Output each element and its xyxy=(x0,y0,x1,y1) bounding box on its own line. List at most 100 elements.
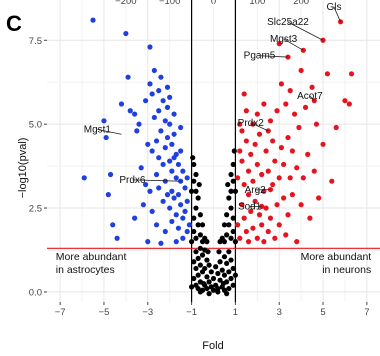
astrocytes-point xyxy=(171,111,177,117)
ns-point xyxy=(195,222,201,228)
astrocytes-point xyxy=(103,134,109,141)
astrocytes-point xyxy=(145,239,151,245)
neurons-point xyxy=(250,225,256,231)
region-label: More abundant xyxy=(56,251,127,263)
neurons-point xyxy=(329,178,335,184)
label-leader xyxy=(333,6,341,22)
neurons-point xyxy=(263,205,269,211)
panel-letter: C xyxy=(6,11,22,36)
neurons-point xyxy=(241,181,247,188)
ns-point xyxy=(224,291,230,297)
neurons-point xyxy=(281,195,287,201)
ns-point xyxy=(230,265,236,272)
point-label: Mgst3 xyxy=(270,34,298,45)
ns-point xyxy=(230,228,236,235)
astrocytes-point xyxy=(153,138,160,144)
astrocytes-point xyxy=(145,141,151,147)
label-leader xyxy=(259,55,289,58)
astrocytes-point xyxy=(169,141,175,147)
y-tick-label: 0.0 xyxy=(29,287,42,298)
ns-point xyxy=(217,277,223,283)
neurons-point xyxy=(254,161,260,168)
y-tick-label: 5.0 xyxy=(29,120,42,131)
neurons-point xyxy=(307,215,313,221)
astrocytes-point xyxy=(147,44,153,50)
astrocytes-point xyxy=(167,158,173,164)
neurons-point xyxy=(289,192,295,198)
neurons-point xyxy=(250,178,256,184)
neurons-point xyxy=(289,148,295,154)
ns-point xyxy=(202,265,208,272)
astrocytes-point xyxy=(136,121,142,127)
ns-point xyxy=(204,274,210,280)
astrocytes-point xyxy=(158,240,164,246)
neurons-point xyxy=(234,222,241,228)
ns-point xyxy=(226,269,232,275)
neurons-point xyxy=(241,91,247,97)
ns-point xyxy=(206,291,212,297)
neurons-point xyxy=(265,168,271,174)
point-label: Slc25a22 xyxy=(267,17,309,28)
neurons-point xyxy=(278,81,285,87)
point-label: Arg2 xyxy=(245,185,267,196)
astrocytes-point xyxy=(114,235,120,241)
neurons-point xyxy=(309,84,315,90)
neurons-point xyxy=(259,222,265,228)
ns-point xyxy=(188,239,195,245)
ns-point xyxy=(197,262,203,268)
region-label: in astrocytes xyxy=(56,264,115,276)
x-tick-label: 7 xyxy=(364,307,369,318)
ns-point xyxy=(228,205,234,211)
neurons-point xyxy=(287,175,293,181)
neurons-point xyxy=(278,145,285,151)
neurons-point xyxy=(311,168,317,174)
label-leader xyxy=(132,179,181,182)
astrocytes-point xyxy=(149,91,155,97)
label-leader xyxy=(283,38,304,51)
neurons-point xyxy=(305,151,311,157)
neurons-point xyxy=(254,235,260,241)
ns-point xyxy=(188,284,195,290)
neurons-point xyxy=(265,228,271,235)
neurons-point xyxy=(248,151,254,157)
ns-point xyxy=(230,215,236,221)
astrocytes-point xyxy=(182,208,188,214)
neurons-point xyxy=(239,202,245,208)
astrocytes-point xyxy=(153,222,160,228)
astrocytes-point xyxy=(162,145,168,151)
neurons-point xyxy=(283,232,289,238)
ns-point xyxy=(224,232,230,238)
ns-point xyxy=(191,178,197,184)
neurons-point xyxy=(298,202,304,208)
astrocytes-point xyxy=(173,239,179,245)
astrocytes-point xyxy=(105,192,111,198)
x-tick-label: 1 xyxy=(233,307,238,318)
astrocytes-point xyxy=(101,118,107,124)
point-label: Prdx2 xyxy=(238,118,265,129)
neurons-point xyxy=(302,104,309,110)
ns-point xyxy=(228,257,234,263)
ns-point xyxy=(193,265,199,272)
ns-point xyxy=(232,188,239,194)
y-axis-ticks: 0.0 2.5 5.0 7.5 xyxy=(29,36,47,298)
astrocytes-point xyxy=(162,118,168,124)
neurons-point xyxy=(285,134,291,141)
neurons-point xyxy=(267,186,274,193)
neurons-point xyxy=(342,98,348,104)
ns-point xyxy=(193,205,199,211)
neurons-point xyxy=(346,101,352,107)
ns-point xyxy=(204,239,210,245)
astrocytes-point xyxy=(142,181,149,188)
label-leaders xyxy=(97,6,341,208)
label-leader xyxy=(250,122,269,132)
neurons-point xyxy=(316,195,322,201)
neurons-point xyxy=(245,192,252,198)
astrocytes-point xyxy=(90,17,96,23)
ns-point xyxy=(193,188,199,194)
neurons-point xyxy=(272,235,278,241)
ns-point xyxy=(221,239,228,245)
neurons-point xyxy=(252,141,258,147)
ns-point xyxy=(191,215,197,221)
ns-point xyxy=(221,254,228,260)
